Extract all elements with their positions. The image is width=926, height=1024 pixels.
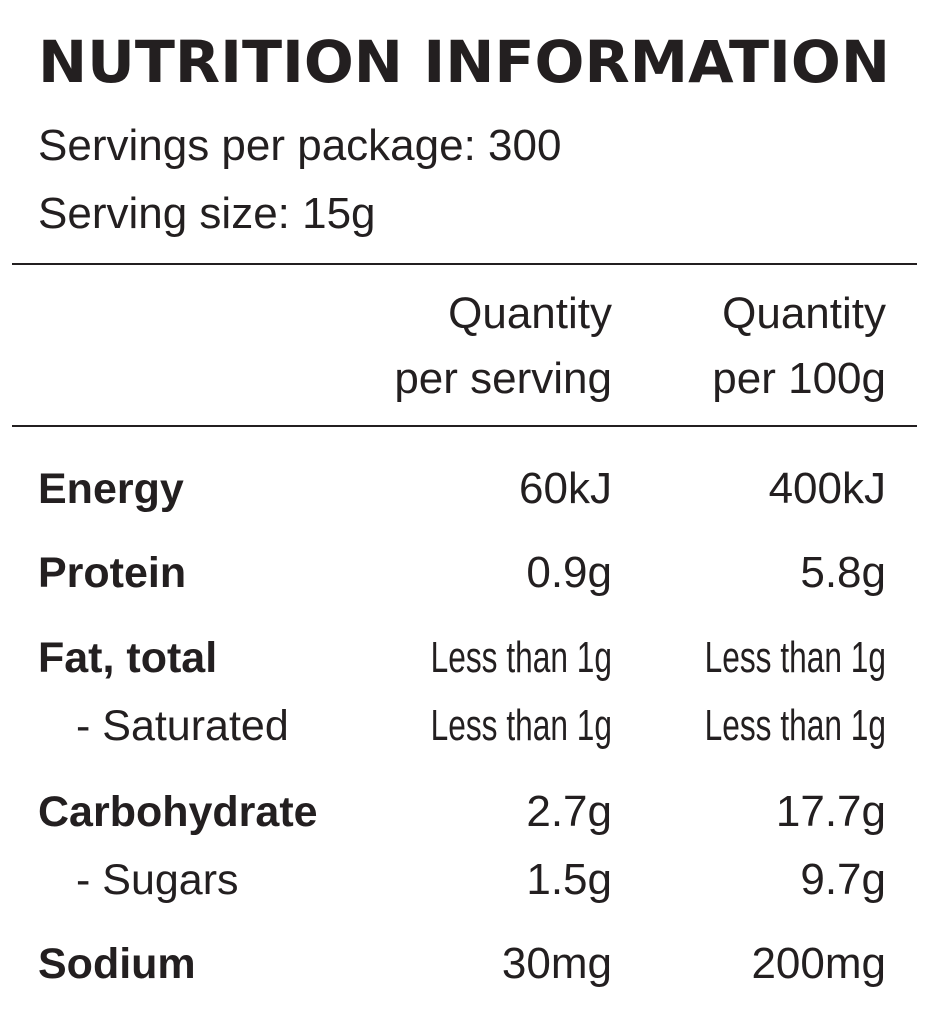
nutrient-value: 17.7g — [776, 787, 886, 836]
nutrient-value: 200mg — [751, 939, 886, 988]
nutrient-value: 60kJ — [519, 464, 612, 513]
column-header: per serving — [394, 354, 612, 403]
nutrient-value: Less than 1g — [431, 701, 612, 750]
nutrient-value: 0.9g — [526, 548, 612, 597]
serving-size: Serving size: 15g — [38, 189, 376, 238]
nutrient-label: Sodium — [38, 940, 196, 988]
nutrient-value: 2.7g — [526, 787, 612, 836]
nutrient-label: Fat, total — [38, 634, 217, 682]
nutrient-label: Carbohydrate — [38, 788, 318, 836]
nutrient-value: 30mg — [502, 939, 612, 988]
servings-per-package: Servings per package: 300 — [38, 121, 561, 170]
sub-nutrient-label: - Sugars — [76, 856, 239, 904]
nutrient-label: Protein — [38, 549, 186, 597]
sub-nutrient-label: - Saturated — [76, 702, 289, 750]
nutrient-value: Less than 1g — [705, 633, 886, 682]
nutrient-label: Energy — [38, 465, 184, 513]
nutrient-value: Less than 1g — [705, 701, 886, 750]
column-header: Quantity — [448, 289, 612, 338]
nutrient-value: 9.7g — [800, 855, 886, 904]
nutrient-value: 1.5g — [526, 855, 612, 904]
nutrient-value: 400kJ — [769, 464, 886, 513]
column-header: Quantity — [722, 289, 886, 338]
title: NUTRITION INFORMATION — [38, 28, 890, 96]
nutrient-value: Less than 1g — [431, 633, 612, 682]
nutrient-value: 5.8g — [800, 548, 886, 597]
column-header: per 100g — [712, 354, 886, 403]
